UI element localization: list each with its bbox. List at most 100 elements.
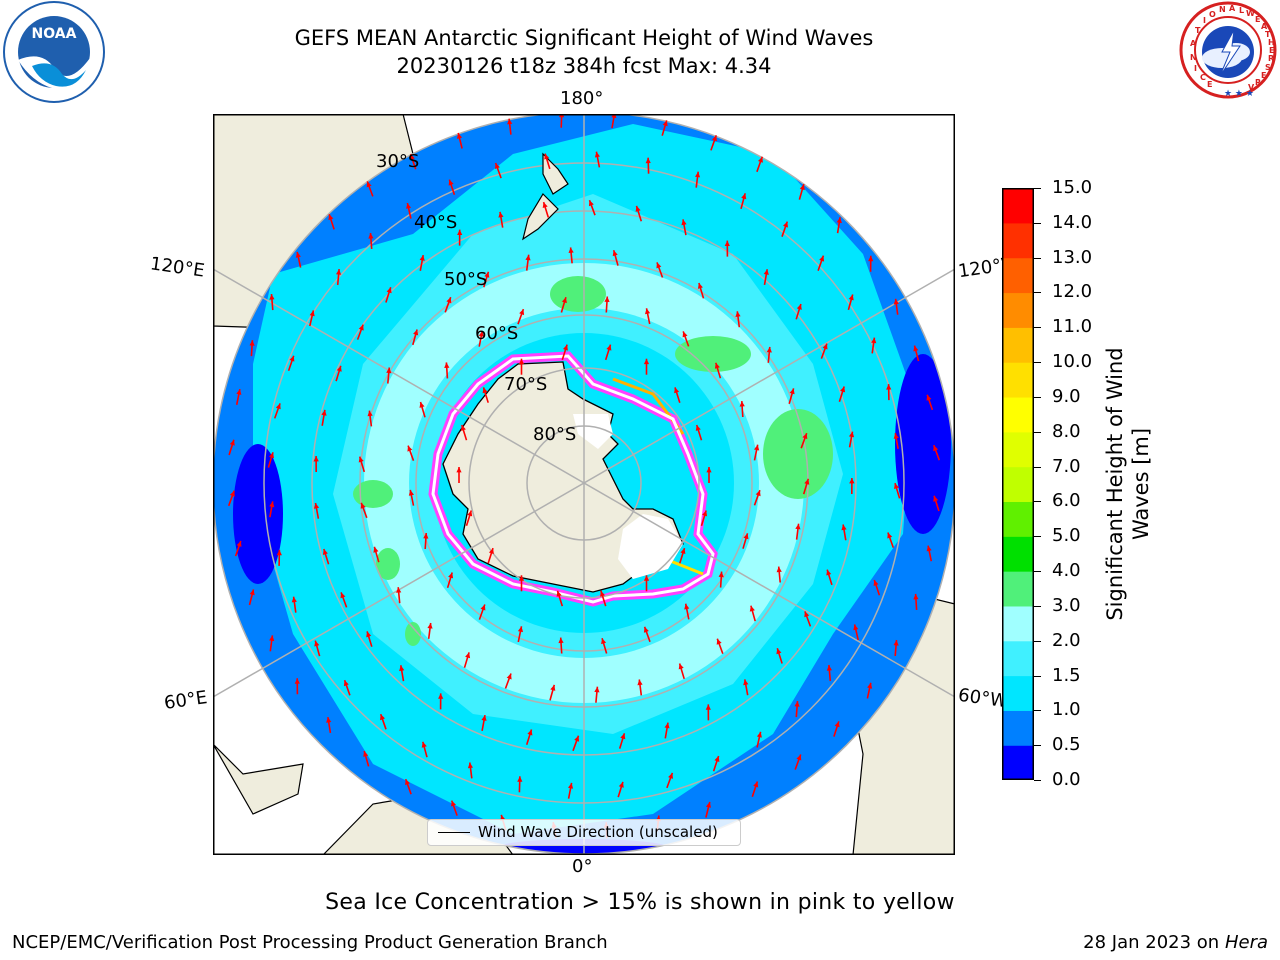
wind-arrow-head: [519, 309, 525, 316]
wind-arrow-head: [367, 410, 373, 417]
wind-arrow-head: [373, 546, 379, 553]
wind-arrow-head: [269, 501, 275, 508]
wind-arrow-head: [758, 156, 763, 163]
colorbar-tick-mark: [1034, 396, 1041, 398]
wind-arrow-head: [419, 255, 425, 261]
colorbar-segment: [1002, 710, 1034, 746]
svg-text:★ ★ ★: ★ ★ ★: [1224, 89, 1254, 99]
wind-arrow-head: [618, 781, 624, 788]
wind-arrow-head: [407, 445, 413, 452]
wind-arrow-head: [756, 731, 762, 738]
wind-arrow-head: [427, 623, 433, 629]
wind-arrow-head: [399, 665, 405, 672]
wind-arrow-head: [867, 682, 873, 689]
wind-arrow-head: [763, 269, 769, 275]
wind-arrow-head: [419, 402, 425, 408]
wind-arrow-head: [289, 355, 295, 362]
wind-arrow-head: [568, 782, 574, 789]
wind-arrow-head: [681, 219, 687, 226]
wind-arrow-head: [588, 200, 594, 207]
colorbar-tick-mark: [1034, 745, 1041, 747]
wind-arrow-head: [409, 154, 415, 161]
wind-arrow-head: [594, 151, 600, 158]
wind-arrow-head: [276, 549, 282, 556]
wind-arrow-head: [753, 781, 759, 788]
wind-arrow-head: [822, 343, 828, 350]
colorbar-tick-label: 0.0: [1052, 769, 1081, 790]
svg-text:E: E: [1207, 80, 1212, 89]
wind-arrow-head: [518, 575, 525, 581]
wind-arrow-head: [635, 205, 641, 212]
wind-arrow-head: [840, 386, 846, 393]
colorbar-segment: [1002, 605, 1034, 642]
wind-arrow-head: [664, 722, 670, 729]
colorbar-tick-mark: [1034, 501, 1041, 503]
wind-arrow-head: [695, 425, 701, 431]
wind-arrow-head: [229, 439, 235, 446]
wind-arrow-head: [802, 433, 808, 440]
latitude-label-50s: 50°S: [444, 269, 488, 290]
wind-arrow-head: [754, 444, 760, 451]
wind-arrow-head: [933, 445, 939, 452]
credit-right: 28 Jan 2023 on Hera: [1083, 932, 1268, 953]
wind-arrow-head: [887, 532, 893, 539]
wind-arrow-head: [366, 631, 372, 638]
wind-arrow-head: [460, 425, 466, 431]
colorbar-tick-label: 11.0: [1052, 316, 1093, 338]
wind-arrow-head: [826, 665, 832, 671]
colorbar-tick-label: 1.0: [1052, 699, 1081, 721]
wind-arrow-head: [776, 648, 782, 655]
wind-arrow-head: [467, 510, 473, 517]
wind-arrow-head: [336, 365, 342, 372]
wind-arrow-head: [893, 298, 899, 305]
wind-arrow-head: [656, 262, 662, 269]
svg-text:H: H: [1268, 38, 1275, 47]
credit-left: NCEP/EMC/Verification Post Processing Pr…: [12, 932, 608, 953]
colorbar-tick-mark: [1034, 710, 1041, 712]
colorbar-tick-mark: [1034, 222, 1041, 224]
wind-arrow-head: [783, 221, 788, 228]
wind-arrow-head: [743, 679, 749, 686]
colorbar-segment: [1002, 396, 1034, 433]
wind-arrows: [227, 114, 941, 839]
colorbar-segment: [1002, 466, 1034, 503]
colorbar-tick-mark: [1034, 362, 1041, 364]
wind-arrow-head: [766, 346, 772, 353]
svg-text:T: T: [1265, 30, 1271, 39]
colorbar-tick-label: 15.0: [1052, 177, 1093, 198]
wind-arrow-head: [834, 721, 840, 728]
wind-arrow-head: [612, 250, 618, 257]
wind-arrow-head: [544, 153, 550, 160]
wind-arrow-head: [804, 478, 810, 485]
wind-arrow-head: [495, 163, 500, 169]
svg-text:R: R: [1255, 78, 1261, 87]
wind-arrow-head: [249, 340, 255, 346]
wind-arrow-head: [366, 181, 372, 188]
svg-text:S: S: [1265, 63, 1271, 72]
wind-arrow-head: [518, 358, 525, 365]
wind-arrow-head: [926, 394, 932, 401]
colorbar-tick-label: 3.0: [1052, 594, 1081, 616]
wind-arrow-head: [358, 456, 364, 463]
wind-arrow-head: [423, 533, 429, 539]
wind-arrow-head: [550, 684, 556, 691]
wind-arrow-head: [574, 735, 580, 742]
wind-arrow-head: [478, 331, 484, 337]
colorbar-segment: [1002, 292, 1034, 328]
wind-arrow-head: [368, 233, 374, 239]
wind-arrow-head: [309, 310, 315, 317]
wind-arrow-head: [893, 433, 899, 439]
footnote: Sea Ice Concentration > 15% is shown in …: [325, 890, 955, 915]
wind-arrow-head: [871, 337, 877, 344]
wind-arrow-head: [789, 388, 795, 395]
wind-arrow-head: [295, 251, 301, 258]
colorbar-tick-mark: [1034, 536, 1041, 538]
wind-arrow-head: [438, 693, 444, 699]
polar-map: [213, 114, 955, 855]
wind-arrow-head: [606, 344, 612, 351]
colorbar-tick-label: 5.0: [1052, 525, 1081, 547]
colorbar-segment: [1002, 640, 1034, 677]
wind-arrow-head: [542, 202, 548, 208]
